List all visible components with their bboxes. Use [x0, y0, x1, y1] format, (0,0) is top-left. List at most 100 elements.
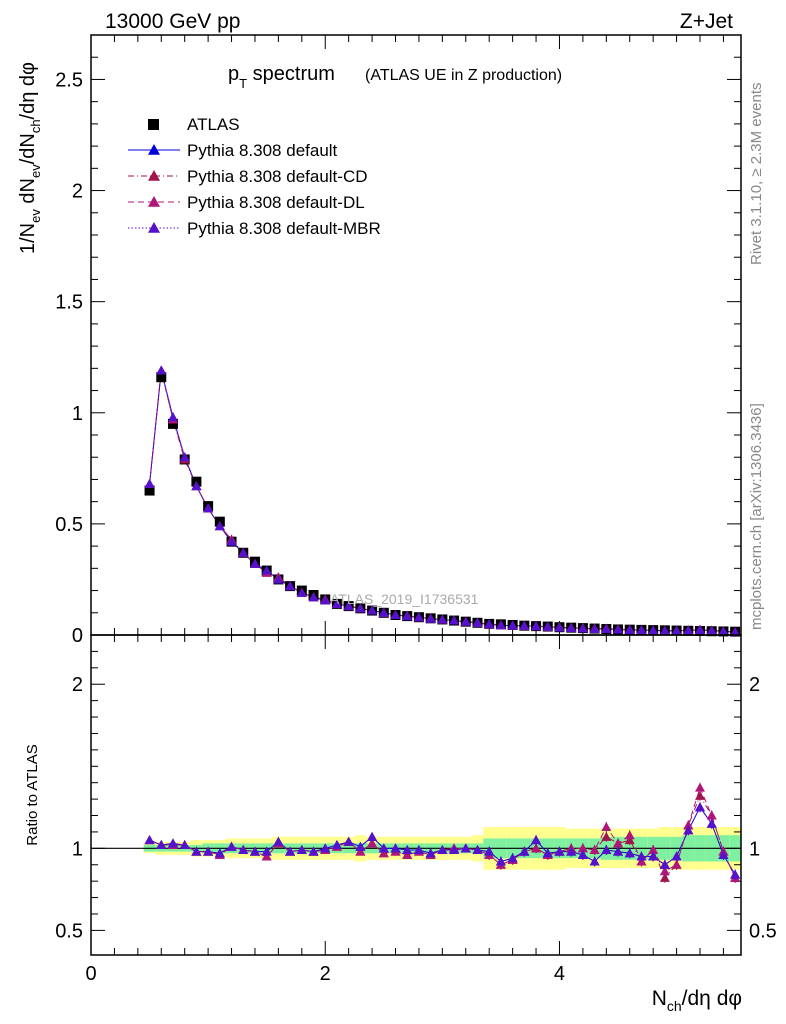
- mc-data-point: [577, 623, 588, 633]
- ratio-data-point: [554, 846, 565, 856]
- mcplots-label: mcplots.cern.ch [arXiv:1306.3436]: [748, 403, 765, 630]
- mc-data-point: [191, 481, 202, 491]
- mc-data-point: [320, 595, 331, 605]
- ratio-data-point: [659, 872, 670, 882]
- mc-data-point: [730, 627, 741, 637]
- mc-data-point: [203, 503, 214, 513]
- ratio-data-point: [203, 846, 214, 856]
- ratio-y-tick-label-right: 0.5: [749, 920, 777, 942]
- main-panel: 0 0.5 1 1.5 2 2.5: [55, 34, 742, 647]
- mc-data-point: [437, 614, 448, 624]
- mc-data-point: [378, 607, 389, 617]
- ratio-data-point: [402, 844, 413, 854]
- legend-label: Pythia 8.308 default-DL: [187, 193, 365, 212]
- mc-data-point: [167, 412, 178, 422]
- mc-data-point: [331, 598, 342, 608]
- ratio-y-tick-label-right: 1: [749, 838, 760, 860]
- ratio-data-point: [648, 851, 659, 861]
- ratio-data-point: [519, 846, 530, 856]
- ratio-data-point: [413, 844, 424, 854]
- ratio-data-point: [472, 844, 483, 854]
- legend-label: ATLAS: [187, 115, 240, 134]
- ratio-data-point: [191, 846, 202, 856]
- legend-entry: Pythia 8.308 default: [128, 141, 338, 160]
- ratio-data-point: [355, 841, 366, 851]
- mc-data-point: [659, 625, 670, 635]
- mc-data-point: [542, 621, 553, 631]
- main-y-tick-label: 2.5: [55, 69, 83, 91]
- x-axis-label: Nch/dη dφ: [652, 987, 742, 1014]
- ratio-frame: [90, 634, 742, 956]
- mc-data-point: [214, 521, 225, 531]
- ratio-data-point: [226, 841, 237, 851]
- ratio-data-point: [308, 846, 319, 856]
- mc-data-point: [156, 365, 167, 375]
- ratio-data-point: [495, 856, 506, 866]
- mc-data-point: [425, 613, 436, 623]
- atlas-data-point: [156, 372, 167, 383]
- ratio-data-point: [683, 820, 694, 830]
- mc-data-point: [519, 620, 530, 630]
- mc-data-point: [601, 624, 612, 633]
- ratio-data-point: [730, 869, 741, 879]
- ratio-data-point: [378, 843, 389, 853]
- x-tick-label: 2: [320, 963, 331, 985]
- mc-data-point: [507, 620, 518, 630]
- ratio-data-point: [601, 844, 612, 854]
- ratio-data-point: [577, 843, 588, 853]
- ratio-data-point: [273, 836, 284, 846]
- ratio-data-point: [249, 846, 260, 856]
- ratio-data-point: [367, 831, 378, 841]
- legend-label: Pythia 8.308 default-CD: [187, 167, 368, 186]
- ratio-data-point: [613, 838, 624, 848]
- legend-label: Pythia 8.308 default-MBR: [187, 219, 381, 238]
- mc-data-point: [671, 625, 682, 635]
- ratio-panel: 0.5 0.5 1 1 2 2 0 2 4: [55, 634, 777, 985]
- legend: ATLAS Pythia 8.308 default Pythia 8.308 de…: [128, 115, 381, 238]
- analysis-watermark: ATLAS_2019_I1736531: [330, 591, 479, 607]
- mc-data-point: [355, 603, 366, 613]
- rivet-label: Rivet 3.1.10, ≥ 2.3M events: [748, 83, 765, 266]
- ratio-data-point: [320, 843, 331, 853]
- energy-label: 13000 GeV pp: [105, 10, 240, 33]
- atlas-data-point: [144, 485, 155, 496]
- main-y-axis-label: 1/Nev dNev/dNch/dη dφ: [17, 62, 43, 254]
- ratio-data-point: [542, 848, 553, 858]
- ratio-data-point: [659, 859, 670, 869]
- mc-data-point: [308, 592, 319, 602]
- ratio-data-point: [484, 846, 495, 856]
- ratio-data-point: [589, 856, 600, 866]
- mc-data-point: [613, 624, 624, 634]
- legend-marker: [148, 222, 160, 233]
- ratio-data-point: [156, 840, 167, 850]
- title-subscript: T: [239, 76, 247, 91]
- ratio-data-point: [179, 840, 190, 850]
- ratio-data-point: [601, 831, 612, 841]
- mc-data-point: [718, 626, 729, 636]
- ratio-data-point: [531, 835, 542, 845]
- ratio-data-point: [390, 843, 401, 853]
- mc-data-point: [226, 536, 237, 546]
- atlas-data-point: [167, 418, 178, 429]
- ratio-data-point: [636, 851, 647, 861]
- ratio-data-point: [695, 790, 706, 800]
- ratio-data-point: [706, 810, 717, 820]
- ratio-data-point: [566, 846, 577, 856]
- ratio-data-point: [624, 848, 635, 858]
- ratio-data-point: [613, 846, 624, 856]
- ratio-x-axis: 0 2 4: [85, 635, 724, 985]
- main-y-tick-label: 1: [72, 403, 83, 425]
- ratio-data-point: [296, 844, 307, 854]
- ratio-markers: [144, 782, 741, 883]
- mc-data-point: [683, 625, 694, 635]
- legend-marker: [148, 119, 159, 130]
- ratio-data-point: [671, 859, 682, 869]
- ratio-data-point: [367, 838, 378, 848]
- mc-data-point: [402, 611, 413, 621]
- ratio-data-point: [261, 851, 272, 861]
- legend-entry: Pythia 8.308 default-DL: [128, 193, 365, 212]
- mc-data-point: [273, 574, 284, 584]
- process-label: Z+Jet: [680, 10, 733, 33]
- legend-marker: [148, 170, 160, 181]
